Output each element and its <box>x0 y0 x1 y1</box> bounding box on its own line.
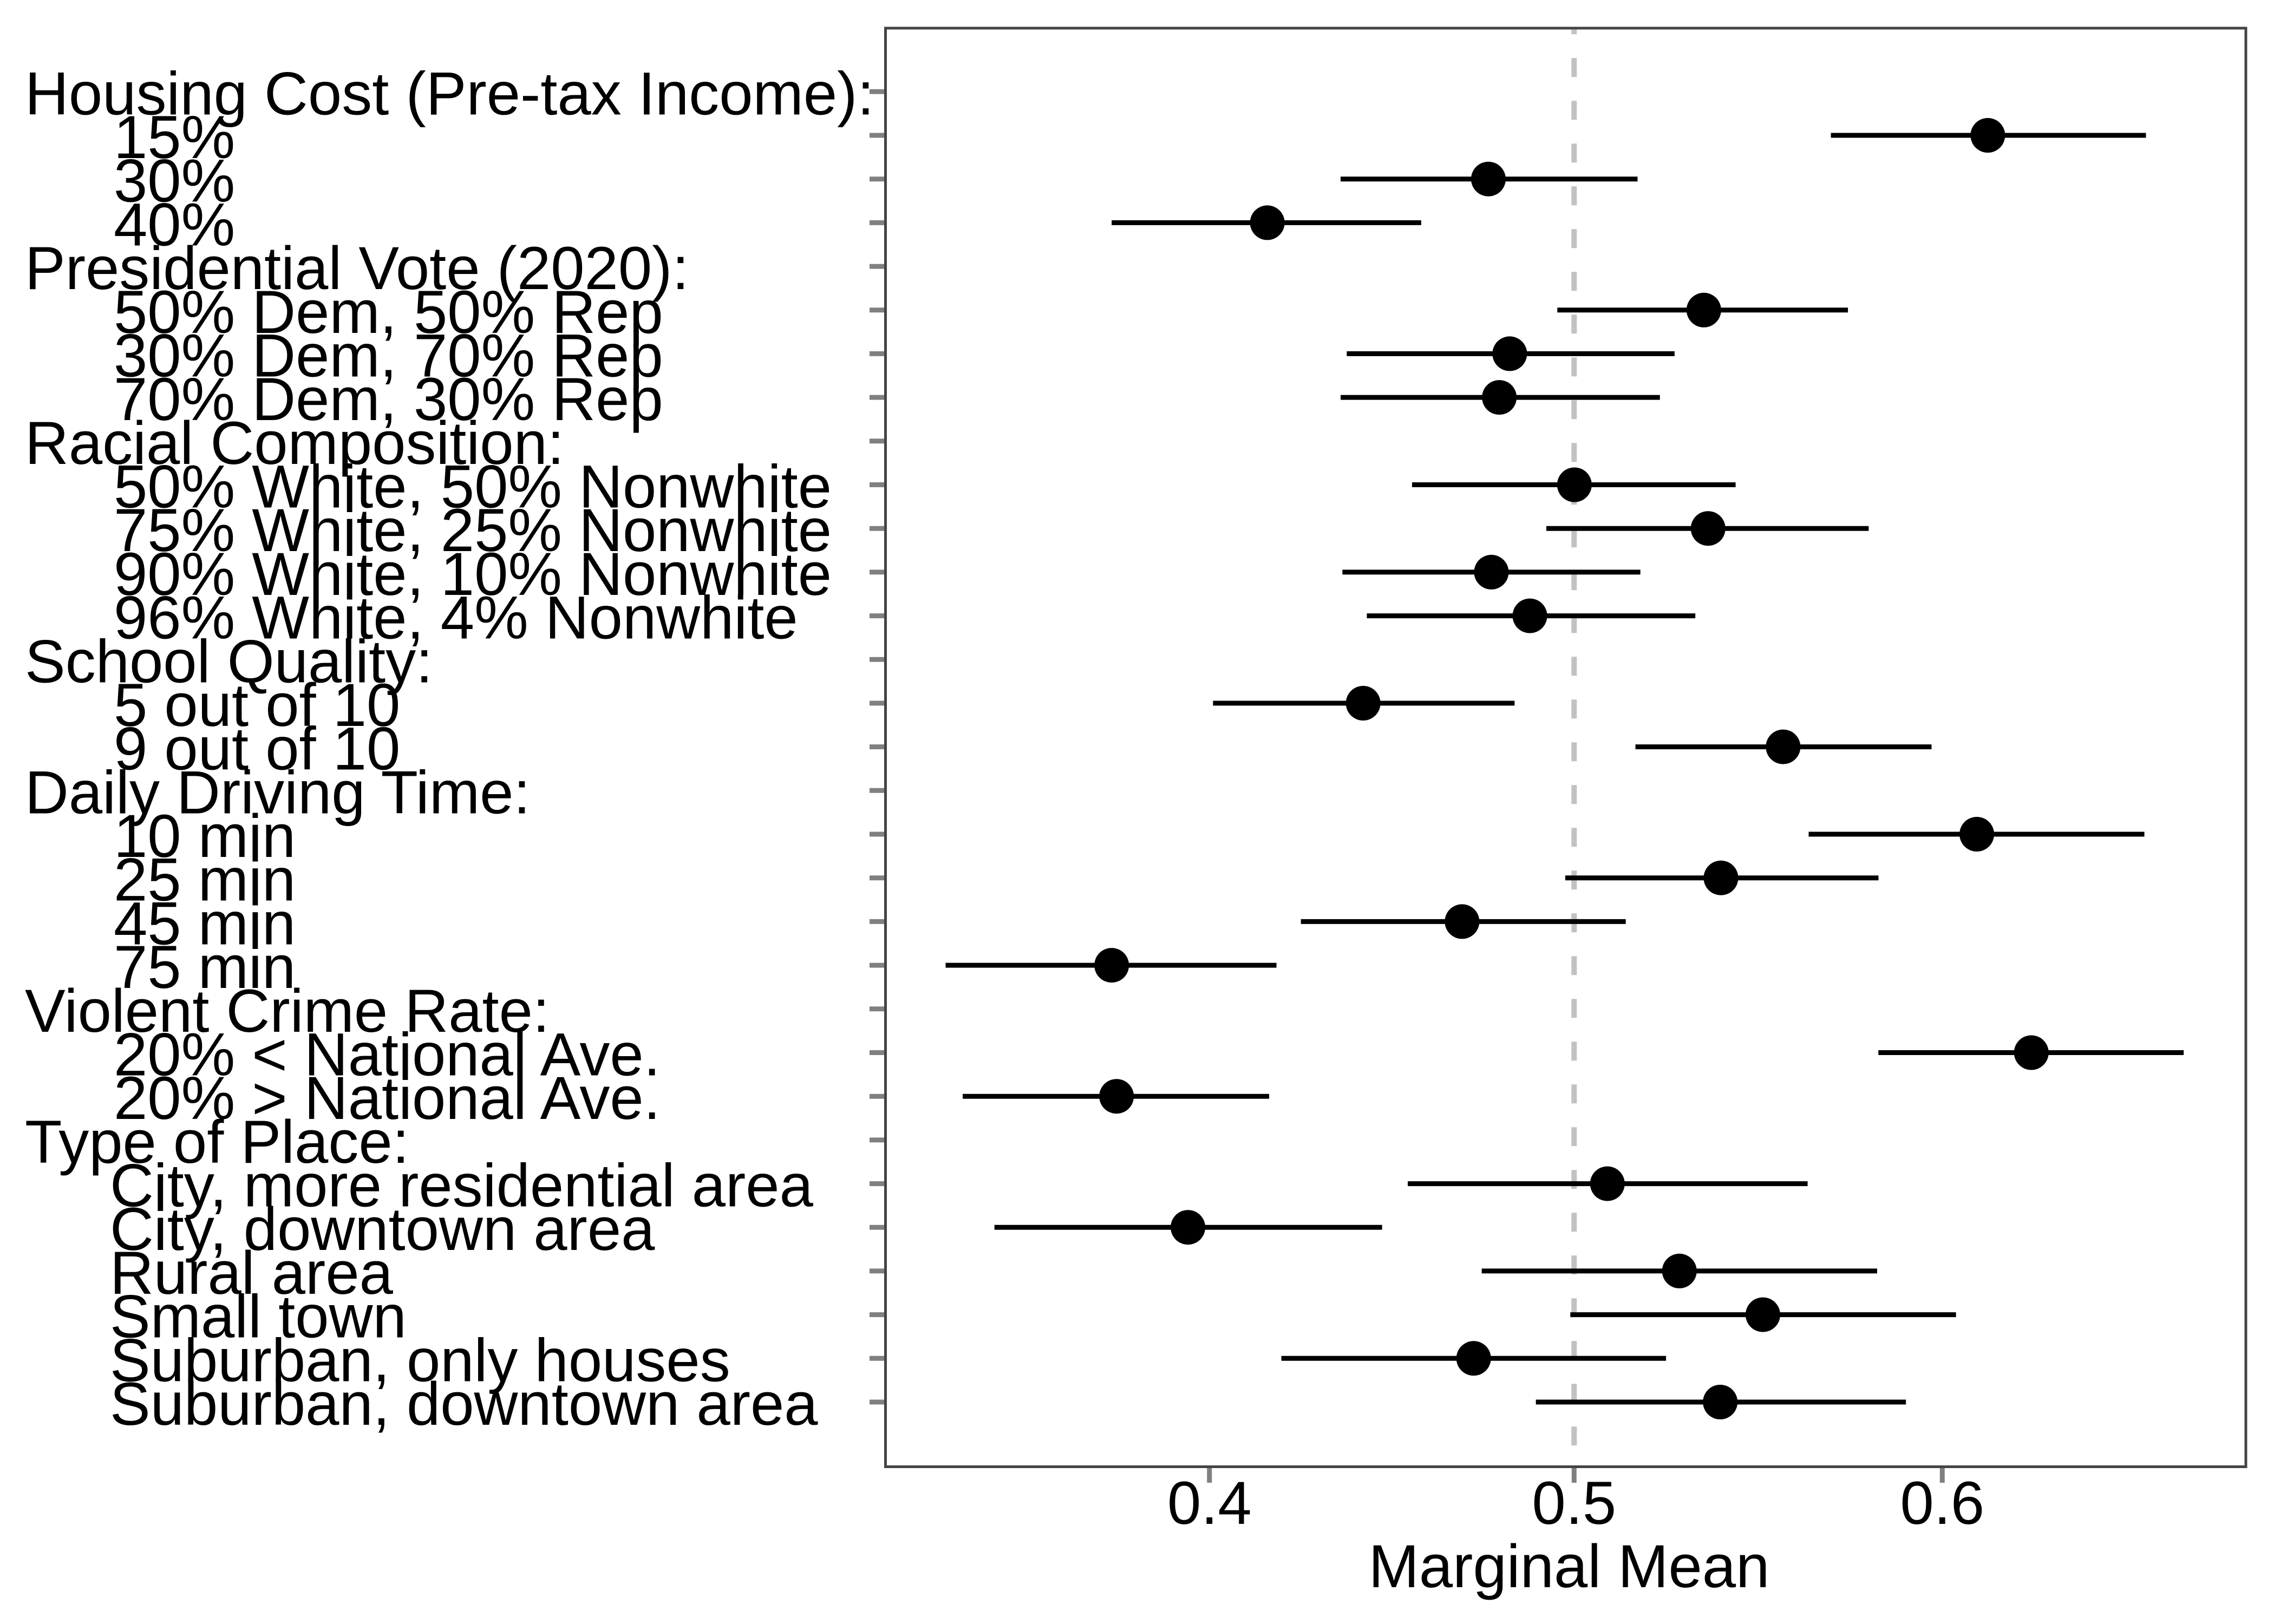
svg-text:Suburban, only houses: Suburban, only houses <box>110 1326 730 1394</box>
svg-text:25 min: 25 min <box>114 846 296 914</box>
svg-text:City, more residential area: City, more residential area <box>110 1152 814 1220</box>
svg-text:96% White, 4% Nonwhite: 96% White, 4% Nonwhite <box>114 584 798 652</box>
svg-text:9 out of 10: 9 out of 10 <box>114 715 400 783</box>
svg-text:20% < National Ave.: 20% < National Ave. <box>114 1021 661 1089</box>
svg-text:Racial Composition:: Racial Composition: <box>25 409 564 477</box>
svg-text:70% Dem, 30% Rep: 70% Dem, 30% Rep <box>114 365 663 433</box>
svg-text:40%: 40% <box>114 191 235 258</box>
svg-text:15%: 15% <box>114 103 235 171</box>
svg-text:10 min: 10 min <box>114 802 296 870</box>
svg-text:Small town: Small town <box>110 1283 407 1351</box>
svg-text:Housing Cost (Pre-tax Income):: Housing Cost (Pre-tax Income): <box>25 60 874 127</box>
svg-text:0.4: 0.4 <box>1167 1469 1252 1537</box>
svg-text:20% > National Ave.: 20% > National Ave. <box>114 1064 661 1132</box>
svg-text:School Quality:: School Quality: <box>25 627 433 695</box>
svg-text:Rural area: Rural area <box>110 1239 394 1307</box>
svg-text:45 min: 45 min <box>114 889 296 957</box>
svg-text:Suburban, downtown area: Suburban, downtown area <box>110 1370 818 1438</box>
svg-text:50% Dem, 50% Rep: 50% Dem, 50% Rep <box>114 278 663 346</box>
svg-text:Violent Crime Rate:: Violent Crime Rate: <box>25 977 550 1045</box>
svg-text:Daily Driving Time:: Daily Driving Time: <box>25 758 531 826</box>
svg-text:Presidential Vote (2020):: Presidential Vote (2020): <box>25 234 689 302</box>
svg-text:City, downtown area: City, downtown area <box>110 1195 655 1263</box>
svg-text:Type of Place:: Type of Place: <box>25 1108 409 1176</box>
svg-text:50% White, 50% Nonwhite: 50% White, 50% Nonwhite <box>114 453 832 521</box>
svg-text:90% White, 10% Nonwhite: 90% White, 10% Nonwhite <box>114 540 832 608</box>
svg-text:0.5: 0.5 <box>1532 1469 1616 1537</box>
svg-text:75 min: 75 min <box>114 933 296 1001</box>
svg-text:Marginal Mean: Marginal Mean <box>1369 1533 1770 1600</box>
svg-text:30%: 30% <box>114 147 235 215</box>
svg-text:0.6: 0.6 <box>1900 1469 1984 1537</box>
svg-text:30% Dem, 70% Rep: 30% Dem, 70% Rep <box>114 322 663 389</box>
svg-text:5 out of 10: 5 out of 10 <box>114 671 400 739</box>
svg-text:75% White, 25% Nonwhite: 75% White, 25% Nonwhite <box>114 496 832 564</box>
